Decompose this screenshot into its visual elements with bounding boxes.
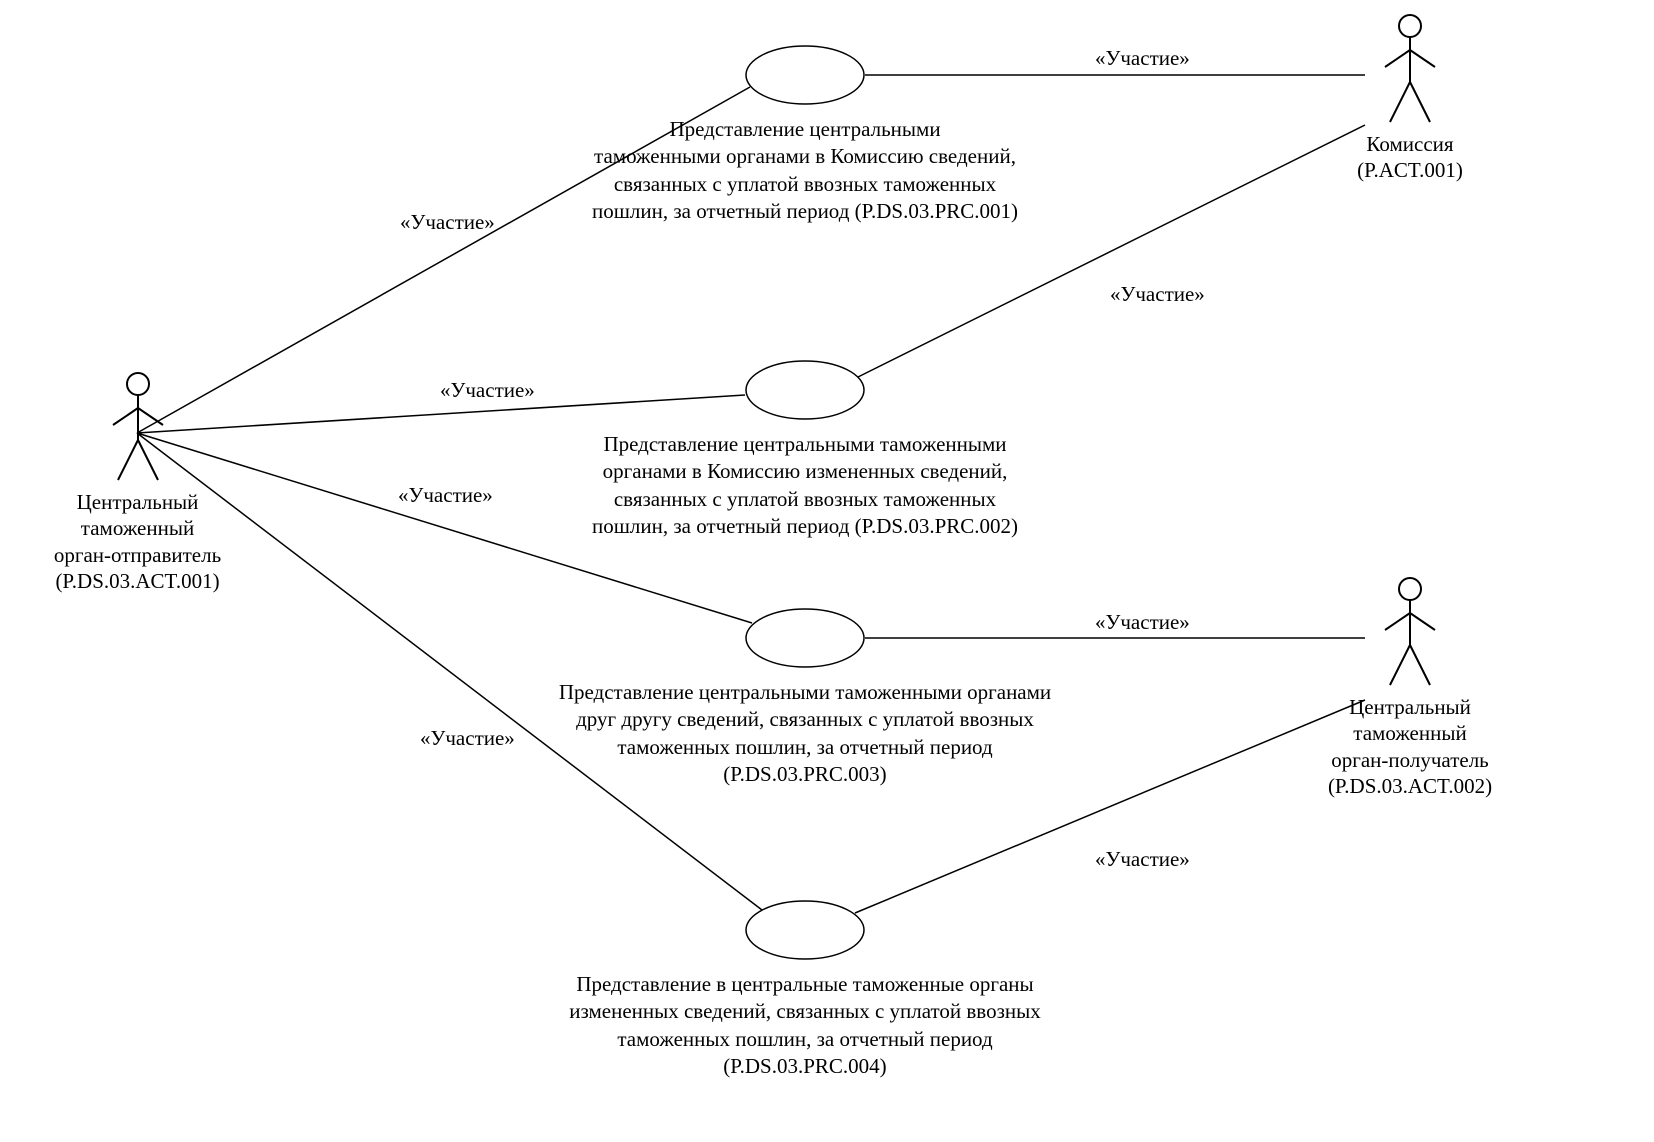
person-icon [1375, 12, 1445, 127]
usecase-prc004 [745, 900, 865, 960]
edge-label: «Участие» [440, 378, 535, 403]
edge-label: «Участие» [1095, 610, 1190, 635]
ellipse-icon [745, 900, 865, 960]
actor-receiver-label: Центральный таможенный орган-получатель … [1290, 694, 1530, 799]
usecase-prc001 [745, 45, 865, 105]
usecase-prc003-label: Представление центральными таможенными о… [520, 679, 1090, 788]
edge-label: «Участие» [1095, 847, 1190, 872]
ellipse-icon [745, 360, 865, 420]
actor-sender-label: Центральный таможенный орган-отправитель… [15, 489, 260, 594]
ellipse-icon [745, 45, 865, 105]
actor-commission: Комиссия (P.ACT.001) [1320, 12, 1500, 184]
person-icon [1375, 575, 1445, 690]
usecase-prc002 [745, 360, 865, 420]
ellipse-icon [745, 608, 865, 668]
actor-sender: Центральный таможенный орган-отправитель… [15, 370, 260, 594]
actor-receiver: Центральный таможенный орган-получатель … [1290, 575, 1530, 799]
edge-label: «Участие» [420, 726, 515, 751]
use-case-diagram: { "type": "use-case-diagram", "canvas": … [0, 0, 1654, 1142]
edge-label: «Участие» [1095, 46, 1190, 71]
edge-label: «Участие» [1110, 282, 1205, 307]
edge-label: «Участие» [400, 210, 495, 235]
usecase-prc004-label: Представление в центральные таможенные о… [530, 971, 1080, 1080]
person-icon [103, 370, 173, 485]
usecase-prc001-label: Представление центральными таможенными о… [555, 116, 1055, 225]
actor-commission-label: Комиссия (P.ACT.001) [1320, 131, 1500, 184]
edge-label: «Участие» [398, 483, 493, 508]
usecase-prc002-label: Представление центральными таможенными о… [555, 431, 1055, 540]
usecase-prc003 [745, 608, 865, 668]
